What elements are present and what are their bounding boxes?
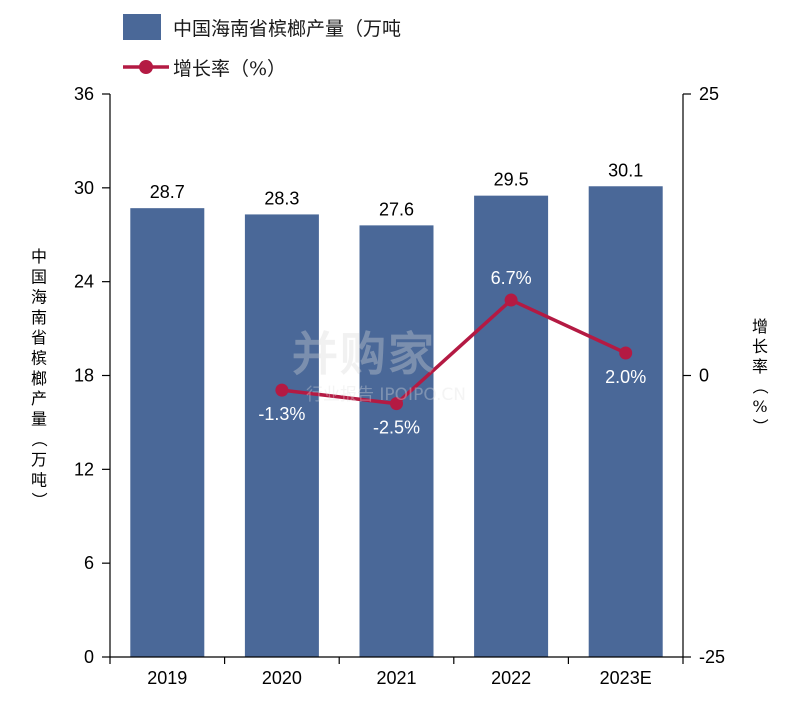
svg-text:率: 率	[752, 357, 768, 376]
bar-2022	[474, 195, 549, 657]
right-tick-label-0: 0	[699, 366, 709, 386]
bar-2023E	[588, 186, 663, 657]
bar-value-label-2023E: 30.1	[608, 160, 643, 180]
svg-text:南: 南	[31, 308, 47, 327]
legend: 中国海南省槟榔产量（万吨 增长率（%）	[123, 14, 401, 94]
legend-line-marker	[123, 60, 169, 74]
x-tick-label-2019: 2019	[147, 668, 187, 688]
left-tick-label-30: 30	[74, 178, 94, 198]
svg-text:中: 中	[31, 247, 47, 266]
bar-value-label-2019: 28.7	[150, 182, 185, 202]
growth-point-2021	[390, 397, 403, 411]
growth-line	[281, 298, 627, 406]
left-tick-label-18: 18	[74, 366, 94, 386]
svg-text:海: 海	[31, 288, 47, 307]
right-axis-title: 增长率 （% ）	[750, 317, 769, 434]
x-tick-label-2021: 2021	[376, 668, 416, 688]
legend-label-production: 中国海南省槟榔产量（万吨	[173, 17, 402, 40]
growth-label-2023E: 2.0%	[605, 367, 646, 387]
svg-text:槟: 槟	[31, 349, 47, 368]
svg-text:产: 产	[31, 389, 47, 408]
svg-text:%: %	[752, 397, 767, 416]
svg-text:国: 国	[31, 267, 47, 286]
growth-label-2021: -2.5%	[373, 418, 420, 438]
svg-text:）: ）	[750, 418, 769, 434]
growth-label-2022: 6.7%	[491, 268, 532, 288]
right-tick-label--25: -25	[699, 647, 725, 667]
legend-label-growth: 增长率（%）	[173, 57, 287, 80]
legend-bar-swatch	[123, 14, 161, 40]
svg-text:（: （	[750, 378, 769, 394]
left-axis-title: 中国海南省槟榔产量 （ 万吨 ）	[29, 247, 48, 508]
svg-text:）: ）	[29, 492, 48, 508]
left-tick-label-24: 24	[74, 272, 94, 292]
svg-text:（: （	[29, 431, 48, 447]
right-tick-label-25: 25	[699, 84, 719, 104]
growth-point-2020	[275, 383, 289, 397]
svg-text:吨: 吨	[31, 470, 47, 489]
growth-point-2023E	[619, 346, 633, 360]
svg-text:省: 省	[31, 328, 47, 347]
x-tick-label-2022: 2022	[491, 668, 531, 688]
x-tick-label-2020: 2020	[262, 668, 302, 688]
left-tick-label-0: 0	[84, 647, 94, 667]
svg-text:长: 长	[752, 337, 768, 356]
bar-2020	[244, 214, 319, 658]
svg-text:量: 量	[31, 409, 47, 428]
left-tick-label-36: 36	[74, 84, 94, 104]
bar-2021	[359, 225, 434, 657]
svg-text:增: 增	[752, 317, 768, 336]
svg-text:榔: 榔	[31, 369, 47, 388]
legend-item-production: 中国海南省槟榔产量（万吨	[123, 14, 401, 40]
bar-value-label-2022: 29.5	[494, 170, 529, 190]
left-tick-label-6: 6	[84, 553, 94, 573]
left-tick-label-12: 12	[74, 459, 94, 479]
bar-2019	[130, 208, 205, 658]
bar-value-label-2020: 28.3	[264, 188, 299, 208]
svg-text:万: 万	[31, 450, 47, 469]
growth-point-2022	[504, 293, 518, 307]
x-tick-label-2023E: 2023E	[600, 668, 652, 688]
growth-label-2020: -1.3%	[258, 404, 305, 424]
bar-value-label-2021: 27.6	[379, 199, 414, 219]
legend-item-growth: 增长率（%）	[123, 54, 401, 80]
